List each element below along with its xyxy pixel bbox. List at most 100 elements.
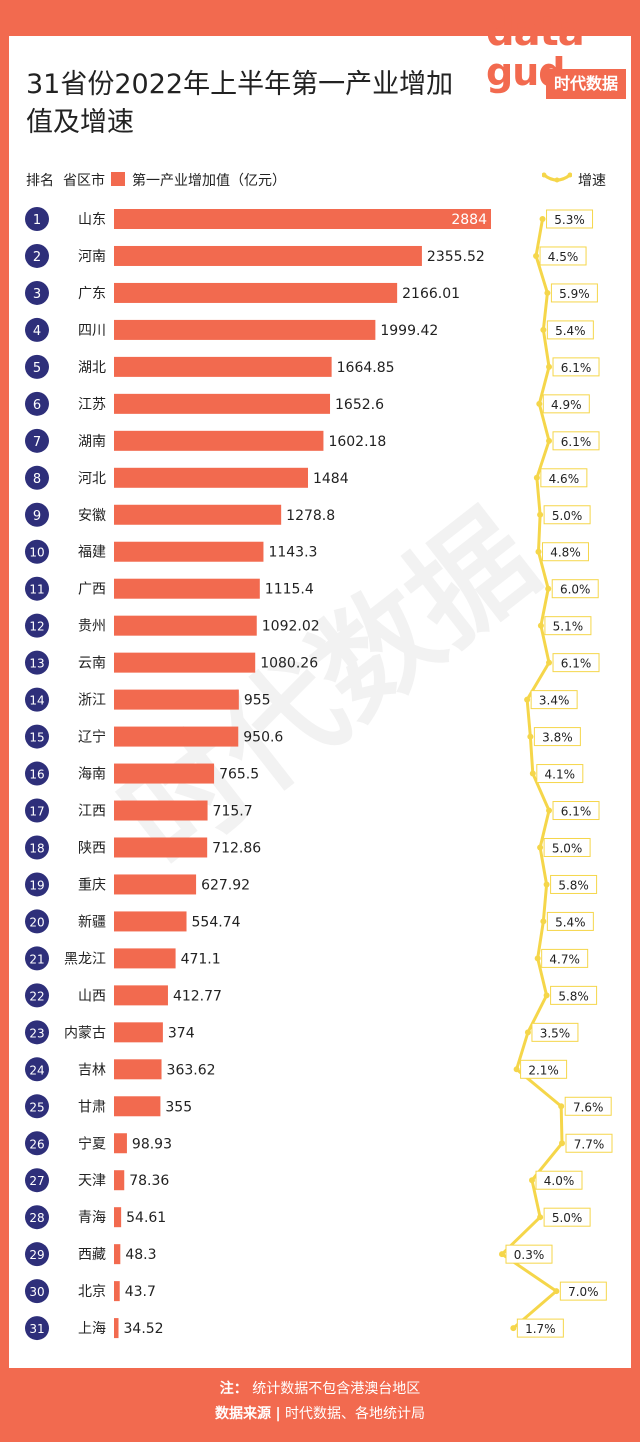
value-label: 1092.02	[262, 619, 320, 635]
growth-label-box	[520, 1059, 568, 1079]
rank-circle	[25, 798, 49, 823]
growth-point	[513, 1066, 520, 1073]
growth-label-box	[550, 283, 598, 303]
growth-point	[536, 400, 543, 407]
rank-circle	[25, 576, 49, 601]
rank-number: 2	[33, 250, 41, 265]
growth-label-box	[559, 1281, 607, 1301]
growth-label-box	[552, 357, 600, 377]
source-text: 时代数据、各地统计局	[285, 1406, 426, 1422]
growth-point	[529, 770, 536, 777]
rank-number: 14	[29, 694, 44, 708]
rank-number: 30	[29, 1285, 44, 1299]
rank-circle	[25, 983, 49, 1008]
value-label: 471.1	[181, 951, 221, 967]
value-bar	[114, 504, 282, 525]
value-bar	[114, 245, 422, 266]
header-speed-label: 增速	[578, 173, 606, 189]
growth-label: 2.1%	[528, 1063, 559, 1077]
value-label: 715.7	[213, 804, 253, 820]
province-label: 河南	[78, 249, 106, 265]
value-bar	[114, 800, 208, 821]
value-label: 1278.8	[286, 508, 335, 524]
value-label: 950.6	[243, 730, 283, 746]
growth-label: 4.0%	[544, 1174, 575, 1188]
rank-number: 12	[29, 620, 44, 634]
value-bar	[114, 1281, 120, 1302]
growth-label-box	[535, 1170, 583, 1190]
growth-label: 7.7%	[574, 1137, 605, 1151]
value-label: 54.61	[126, 1210, 166, 1226]
value-bar	[114, 541, 264, 562]
growth-point	[537, 1214, 544, 1221]
growth-point	[540, 918, 547, 925]
growth-point	[540, 326, 547, 333]
growth-label-box	[530, 690, 578, 710]
bar-chart: 1 山东 2884 5.3%2 河南 2355.52 4.5%3 广东 2166.01 5.9%4…	[25, 207, 613, 1341]
logo-word: data	[486, 9, 585, 55]
growth-label-box	[540, 468, 588, 488]
rank-number: 20	[29, 915, 44, 929]
rank-number: 13	[29, 657, 44, 671]
growth-label-box	[552, 801, 600, 821]
rank-circle	[25, 724, 49, 749]
rank-circle	[25, 650, 49, 675]
province-label: 海南	[78, 767, 106, 783]
rank-number: 29	[29, 1248, 44, 1262]
growth-label: 6.1%	[561, 361, 592, 375]
value-bar	[114, 1170, 125, 1191]
growth-point	[524, 696, 531, 703]
rank-number: 31	[29, 1322, 44, 1336]
rank-number: 5	[33, 361, 41, 376]
rank-circle	[25, 1020, 49, 1045]
value-label: 1143.3	[268, 545, 317, 561]
value-label: 554.74	[192, 914, 241, 930]
rank-number: 10	[29, 546, 44, 560]
rank-number: 21	[29, 952, 44, 966]
value-bar	[114, 948, 176, 969]
rank-number: 3	[33, 287, 41, 302]
province-label: 山西	[78, 988, 106, 1004]
growth-label: 0.3%	[514, 1248, 545, 1262]
value-bar	[114, 356, 332, 377]
rank-circle	[25, 835, 49, 860]
growth-point	[527, 733, 534, 740]
rank-circle	[25, 872, 49, 897]
value-bar	[114, 1207, 122, 1228]
rank-number: 16	[29, 768, 44, 782]
growth-label: 4.5%	[548, 250, 579, 264]
growth-point	[553, 1288, 560, 1295]
value-label: 1602.18	[328, 434, 386, 450]
value-label: 2355.52	[427, 249, 485, 265]
growth-label: 4.8%	[550, 546, 581, 560]
growth-label: 3.5%	[540, 1026, 571, 1040]
growth-label: 4.6%	[549, 472, 580, 486]
rank-circle	[25, 909, 49, 934]
province-label: 湖南	[78, 434, 106, 450]
growth-label: 5.1%	[553, 620, 584, 634]
rank-circle	[25, 946, 49, 971]
province-label: 内蒙古	[64, 1025, 106, 1041]
rank-number: 17	[29, 805, 44, 819]
growth-point	[529, 1177, 535, 1184]
value-bar	[114, 837, 208, 858]
growth-point	[510, 1325, 517, 1332]
province-label: 贵州	[78, 619, 106, 635]
rank-circle	[25, 1131, 49, 1156]
value-bar	[114, 985, 168, 1006]
growth-point	[545, 585, 552, 592]
value-label: 765.5	[219, 767, 259, 783]
rank-circle	[25, 539, 49, 564]
value-legend-swatch	[111, 172, 125, 186]
rank-circle	[25, 280, 49, 305]
growth-label-box	[541, 542, 589, 562]
value-bar	[114, 209, 491, 229]
rank-circle	[25, 317, 49, 342]
province-label: 四川	[78, 323, 106, 339]
growth-label: 6.0%	[560, 583, 591, 597]
growth-point	[537, 622, 544, 629]
growth-label-box	[533, 727, 581, 747]
value-label: 627.92	[201, 877, 250, 893]
value-label: 1484	[313, 471, 349, 487]
growth-point	[533, 474, 540, 481]
